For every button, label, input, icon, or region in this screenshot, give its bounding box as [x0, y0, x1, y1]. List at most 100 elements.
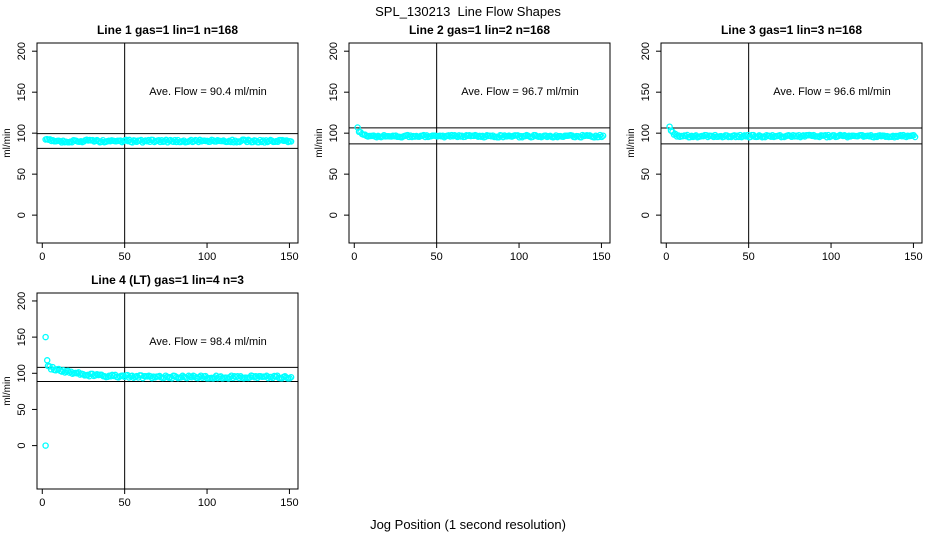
data-point	[89, 136, 96, 144]
panel-title: Line 2 gas=1 lin=2 n=168	[409, 23, 550, 37]
axis-ticks: 0 50 100 150 0 50 100 150 200	[328, 42, 611, 263]
data-point	[592, 132, 599, 140]
x-tick-label: 0	[663, 251, 669, 263]
panel-line-2: 0 50 100 150 0 50 100 150 200 ml/min Line 2 gas=1 …	[314, 23, 611, 263]
x-tick-label: 100	[510, 251, 528, 263]
x-tick-label: 50	[119, 251, 131, 263]
figure-title: SPL_130213 Line Flow Shapes	[375, 4, 561, 19]
y-tick-label: 100	[16, 364, 28, 382]
outlier-point	[43, 357, 51, 364]
y-tick-label: 50	[640, 168, 652, 180]
y-tick-label: 200	[16, 292, 28, 310]
data-point	[552, 132, 560, 139]
x-tick-label: 150	[280, 251, 298, 263]
scatter-points	[42, 135, 295, 146]
data-point	[911, 133, 919, 141]
data-point	[246, 137, 254, 145]
y-axis-title: ml/min	[314, 128, 325, 157]
scatter-points	[666, 123, 919, 141]
data-point	[439, 132, 447, 139]
data-point	[287, 138, 295, 145]
panel-line-3: 0 50 100 150 0 50 100 150 200 ml/min Line 3 gas=1 …	[626, 23, 923, 263]
data-point	[667, 127, 675, 134]
plot-box	[660, 42, 923, 244]
data-point	[158, 136, 165, 144]
y-tick-label: 100	[640, 124, 652, 142]
ave-flow-annotation: Ave. Flow = 96.7 ml/min	[461, 86, 578, 98]
plot-box	[36, 42, 299, 244]
data-point	[98, 138, 105, 145]
y-tick-label: 100	[16, 124, 28, 142]
axis-ticks: 0 50 100 150 0 50 100 150 200	[640, 42, 923, 263]
y-tick-label: 0	[16, 212, 28, 218]
data-point	[405, 133, 413, 141]
scatter-points	[42, 333, 295, 449]
x-tick-label: 150	[904, 251, 922, 263]
data-point	[591, 134, 598, 141]
data-point	[551, 133, 558, 140]
data-point	[212, 138, 220, 145]
data-point	[769, 132, 776, 139]
data-point	[268, 137, 276, 145]
y-tick-label: 50	[328, 168, 340, 180]
y-tick-label: 50	[16, 168, 28, 180]
y-tick-label: 50	[16, 403, 28, 415]
ave-flow-annotation: Ave. Flow = 96.6 ml/min	[773, 86, 890, 98]
panel-line-1: 0 50 100 150 0 50 100 150 200 ml/min Line 1 gas=1 …	[2, 23, 299, 263]
data-point	[599, 132, 607, 139]
x-tick-label: 100	[198, 497, 216, 509]
x-tick-label: 150	[280, 497, 298, 509]
ave-flow-annotation: Ave. Flow = 90.4 ml/min	[149, 86, 266, 98]
panel-title: Line 4 (LT) gas=1 lin=4 n=3	[91, 273, 244, 287]
data-point	[196, 136, 204, 144]
data-point	[287, 373, 295, 381]
data-point	[830, 132, 838, 139]
data-point	[499, 133, 507, 141]
x-tick-label: 0	[39, 497, 45, 509]
data-point	[58, 139, 65, 146]
y-tick-label: 200	[16, 42, 28, 60]
x-tick-label: 50	[431, 251, 443, 263]
panel-line-4: 0 50 100 150 0 50 100 150 200 ml/min Line 4 (LT) g…	[2, 273, 299, 509]
x-tick-label: 100	[822, 251, 840, 263]
data-point	[858, 131, 866, 139]
data-point	[479, 132, 486, 140]
data-point	[542, 132, 549, 139]
panel-title: Line 1 gas=1 lin=1 n=168	[97, 23, 238, 37]
plot-box	[348, 42, 611, 244]
x-tick-label: 100	[198, 251, 216, 263]
data-point	[262, 137, 270, 144]
x-tick-label: 50	[743, 251, 755, 263]
outlier-point	[42, 442, 49, 449]
plot-box	[36, 292, 299, 490]
data-point	[742, 133, 750, 140]
data-point	[598, 133, 605, 141]
data-point	[889, 132, 897, 140]
y-tick-label: 150	[16, 328, 28, 346]
y-tick-label: 150	[328, 83, 340, 101]
y-axis-title: ml/min	[2, 128, 13, 157]
data-point	[373, 133, 380, 141]
data-point	[242, 137, 249, 144]
outlier-point	[42, 333, 49, 341]
scatter-points	[354, 124, 607, 141]
y-axis-title: ml/min	[626, 128, 637, 157]
y-tick-label: 100	[328, 124, 340, 142]
y-tick-label: 150	[640, 83, 652, 101]
y-tick-label: 0	[640, 212, 652, 218]
x-axis-label: Jog Position (1 second resolution)	[370, 517, 566, 532]
y-tick-label: 0	[16, 443, 28, 449]
axis-ticks: 0 50 100 150 0 50 100 150 200	[16, 292, 299, 509]
data-point	[754, 133, 762, 140]
data-point	[211, 374, 218, 381]
data-point	[794, 133, 801, 140]
data-point	[767, 133, 775, 140]
x-tick-label: 150	[592, 251, 610, 263]
data-point	[675, 132, 682, 139]
data-point	[421, 133, 429, 141]
x-tick-label: 0	[351, 251, 357, 263]
data-point	[666, 123, 673, 130]
data-point	[117, 137, 124, 144]
